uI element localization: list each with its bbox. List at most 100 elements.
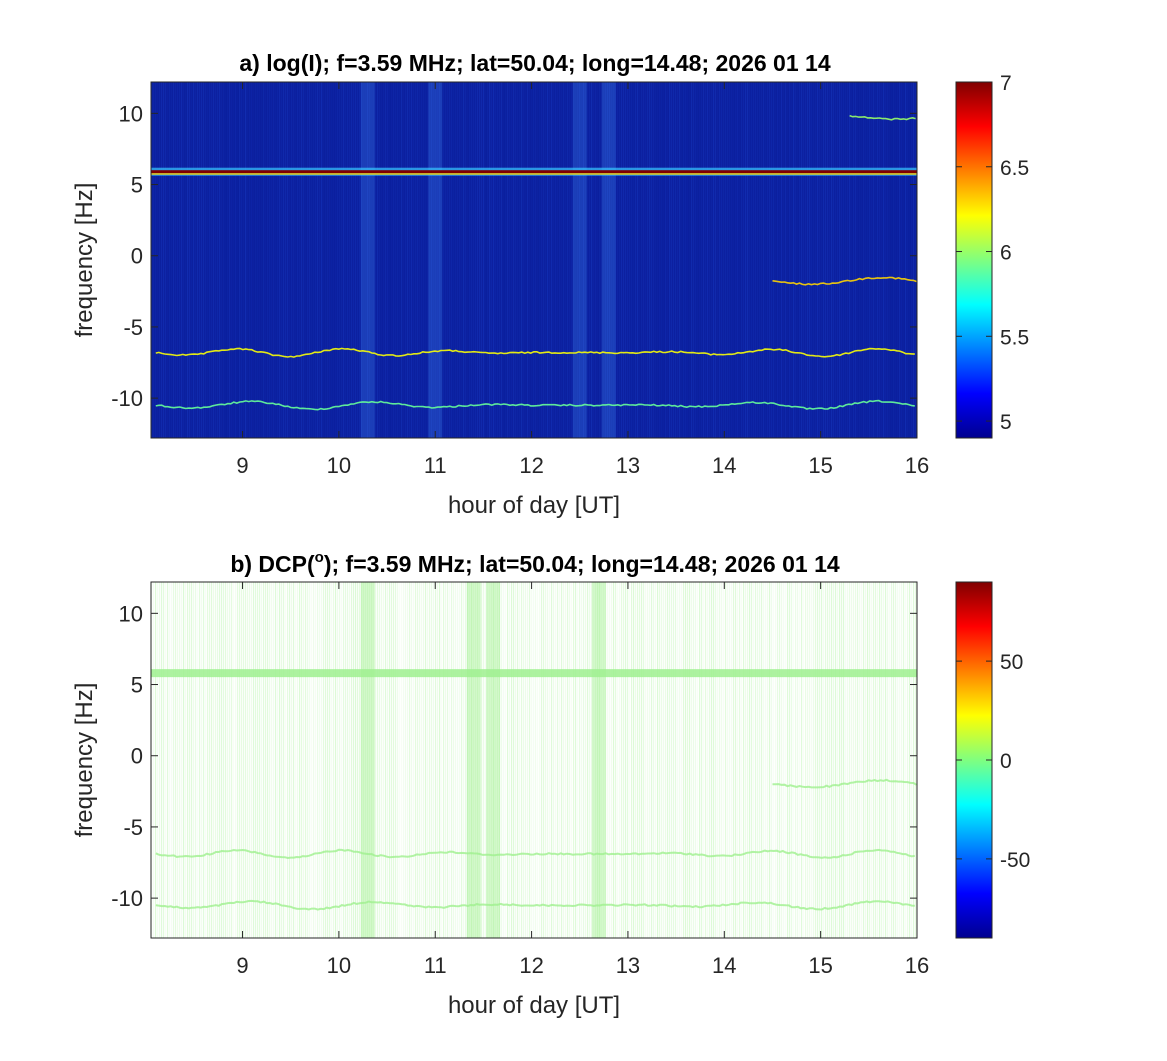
noise-column xyxy=(819,582,821,938)
noise-column xyxy=(773,82,775,438)
noise-column xyxy=(385,582,387,938)
noise-column xyxy=(425,582,427,938)
noise-column xyxy=(557,582,559,938)
noise-column xyxy=(877,582,879,938)
noise-column xyxy=(487,82,489,438)
noise-column xyxy=(901,582,903,938)
noise-column xyxy=(175,582,177,938)
noise-column xyxy=(283,582,285,938)
noise-column xyxy=(589,82,591,438)
noise-column xyxy=(373,582,375,938)
noise-column xyxy=(205,82,207,438)
noise-column xyxy=(437,82,439,438)
noise-column xyxy=(545,82,547,438)
noise-column xyxy=(627,82,629,438)
noise-column xyxy=(823,582,825,938)
noise-column xyxy=(749,82,751,438)
noise-column xyxy=(721,82,723,438)
noise-column xyxy=(441,582,443,938)
noise-column xyxy=(457,582,459,938)
noise-column xyxy=(325,82,327,438)
noise-column xyxy=(811,582,813,938)
noise-column xyxy=(703,82,705,438)
noise-column xyxy=(363,82,365,438)
noise-column xyxy=(699,82,701,438)
noise-column xyxy=(745,582,747,938)
noise-column xyxy=(435,582,437,938)
noise-column xyxy=(215,582,217,938)
noise-column xyxy=(419,582,421,938)
noise-column xyxy=(423,82,425,438)
noise-column xyxy=(765,582,767,938)
noise-column xyxy=(447,82,449,438)
noise-column xyxy=(205,582,207,938)
noise-column xyxy=(315,82,317,438)
noise-column xyxy=(387,82,389,438)
noise-column xyxy=(413,582,415,938)
noise-column xyxy=(849,82,851,438)
noise-column xyxy=(679,582,681,938)
noise-column xyxy=(461,82,463,438)
noise-column xyxy=(395,582,397,938)
noise-column xyxy=(501,82,503,438)
noise-column xyxy=(451,582,453,938)
noise-column xyxy=(607,582,609,938)
noise-column xyxy=(887,582,889,938)
noise-column xyxy=(159,582,161,938)
panel-a-ylabel: frequency [Hz] xyxy=(71,183,98,338)
colorbar-tick-label: 6 xyxy=(1000,242,1012,265)
noise-column xyxy=(177,582,179,938)
panel-a-colorbar xyxy=(956,82,992,438)
noise-column xyxy=(805,582,807,938)
noise-column xyxy=(599,582,601,938)
noise-column xyxy=(863,582,865,938)
heatmap-background xyxy=(151,582,917,938)
noise-column xyxy=(893,82,895,438)
colorbar-tick-label: 50 xyxy=(1000,651,1023,674)
noise-column xyxy=(781,82,783,438)
noise-column xyxy=(553,582,555,938)
noise-column xyxy=(321,582,323,938)
noise-column xyxy=(207,582,209,938)
noise-column xyxy=(343,582,345,938)
noise-column xyxy=(345,82,347,438)
noise-column xyxy=(151,82,153,438)
noise-column xyxy=(629,582,631,938)
noise-column xyxy=(163,82,165,438)
noise-column xyxy=(671,582,673,938)
noise-column xyxy=(297,82,299,438)
noise-column xyxy=(297,582,299,938)
panel-a-axes-box xyxy=(150,81,918,439)
noise-column xyxy=(405,82,407,438)
noise-column xyxy=(793,82,795,438)
noise-column xyxy=(167,582,169,938)
noise-column xyxy=(167,82,169,438)
noise-column xyxy=(349,582,351,938)
noise-column xyxy=(707,582,709,938)
noise-column xyxy=(817,82,819,438)
noise-column xyxy=(829,82,831,438)
noise-column xyxy=(645,582,647,938)
noise-column xyxy=(841,82,843,438)
noise-column xyxy=(285,82,287,438)
x-tick-label: 11 xyxy=(424,953,447,978)
noise-column xyxy=(585,582,587,938)
noise-column xyxy=(275,582,277,938)
noise-column xyxy=(631,82,633,438)
noise-column xyxy=(465,582,467,938)
noise-column xyxy=(329,582,331,938)
noise-column xyxy=(679,82,681,438)
noise-column xyxy=(651,82,653,438)
noise-column xyxy=(785,82,787,438)
noise-column xyxy=(465,82,467,438)
noise-column xyxy=(867,582,869,938)
noise-column xyxy=(223,582,225,938)
noise-column xyxy=(637,82,639,438)
noise-column xyxy=(503,582,505,938)
noise-column xyxy=(195,582,197,938)
noise-column xyxy=(411,582,413,938)
noise-column xyxy=(835,582,837,938)
noise-column xyxy=(611,582,613,938)
noise-column xyxy=(869,82,871,438)
noise-column xyxy=(659,82,661,438)
